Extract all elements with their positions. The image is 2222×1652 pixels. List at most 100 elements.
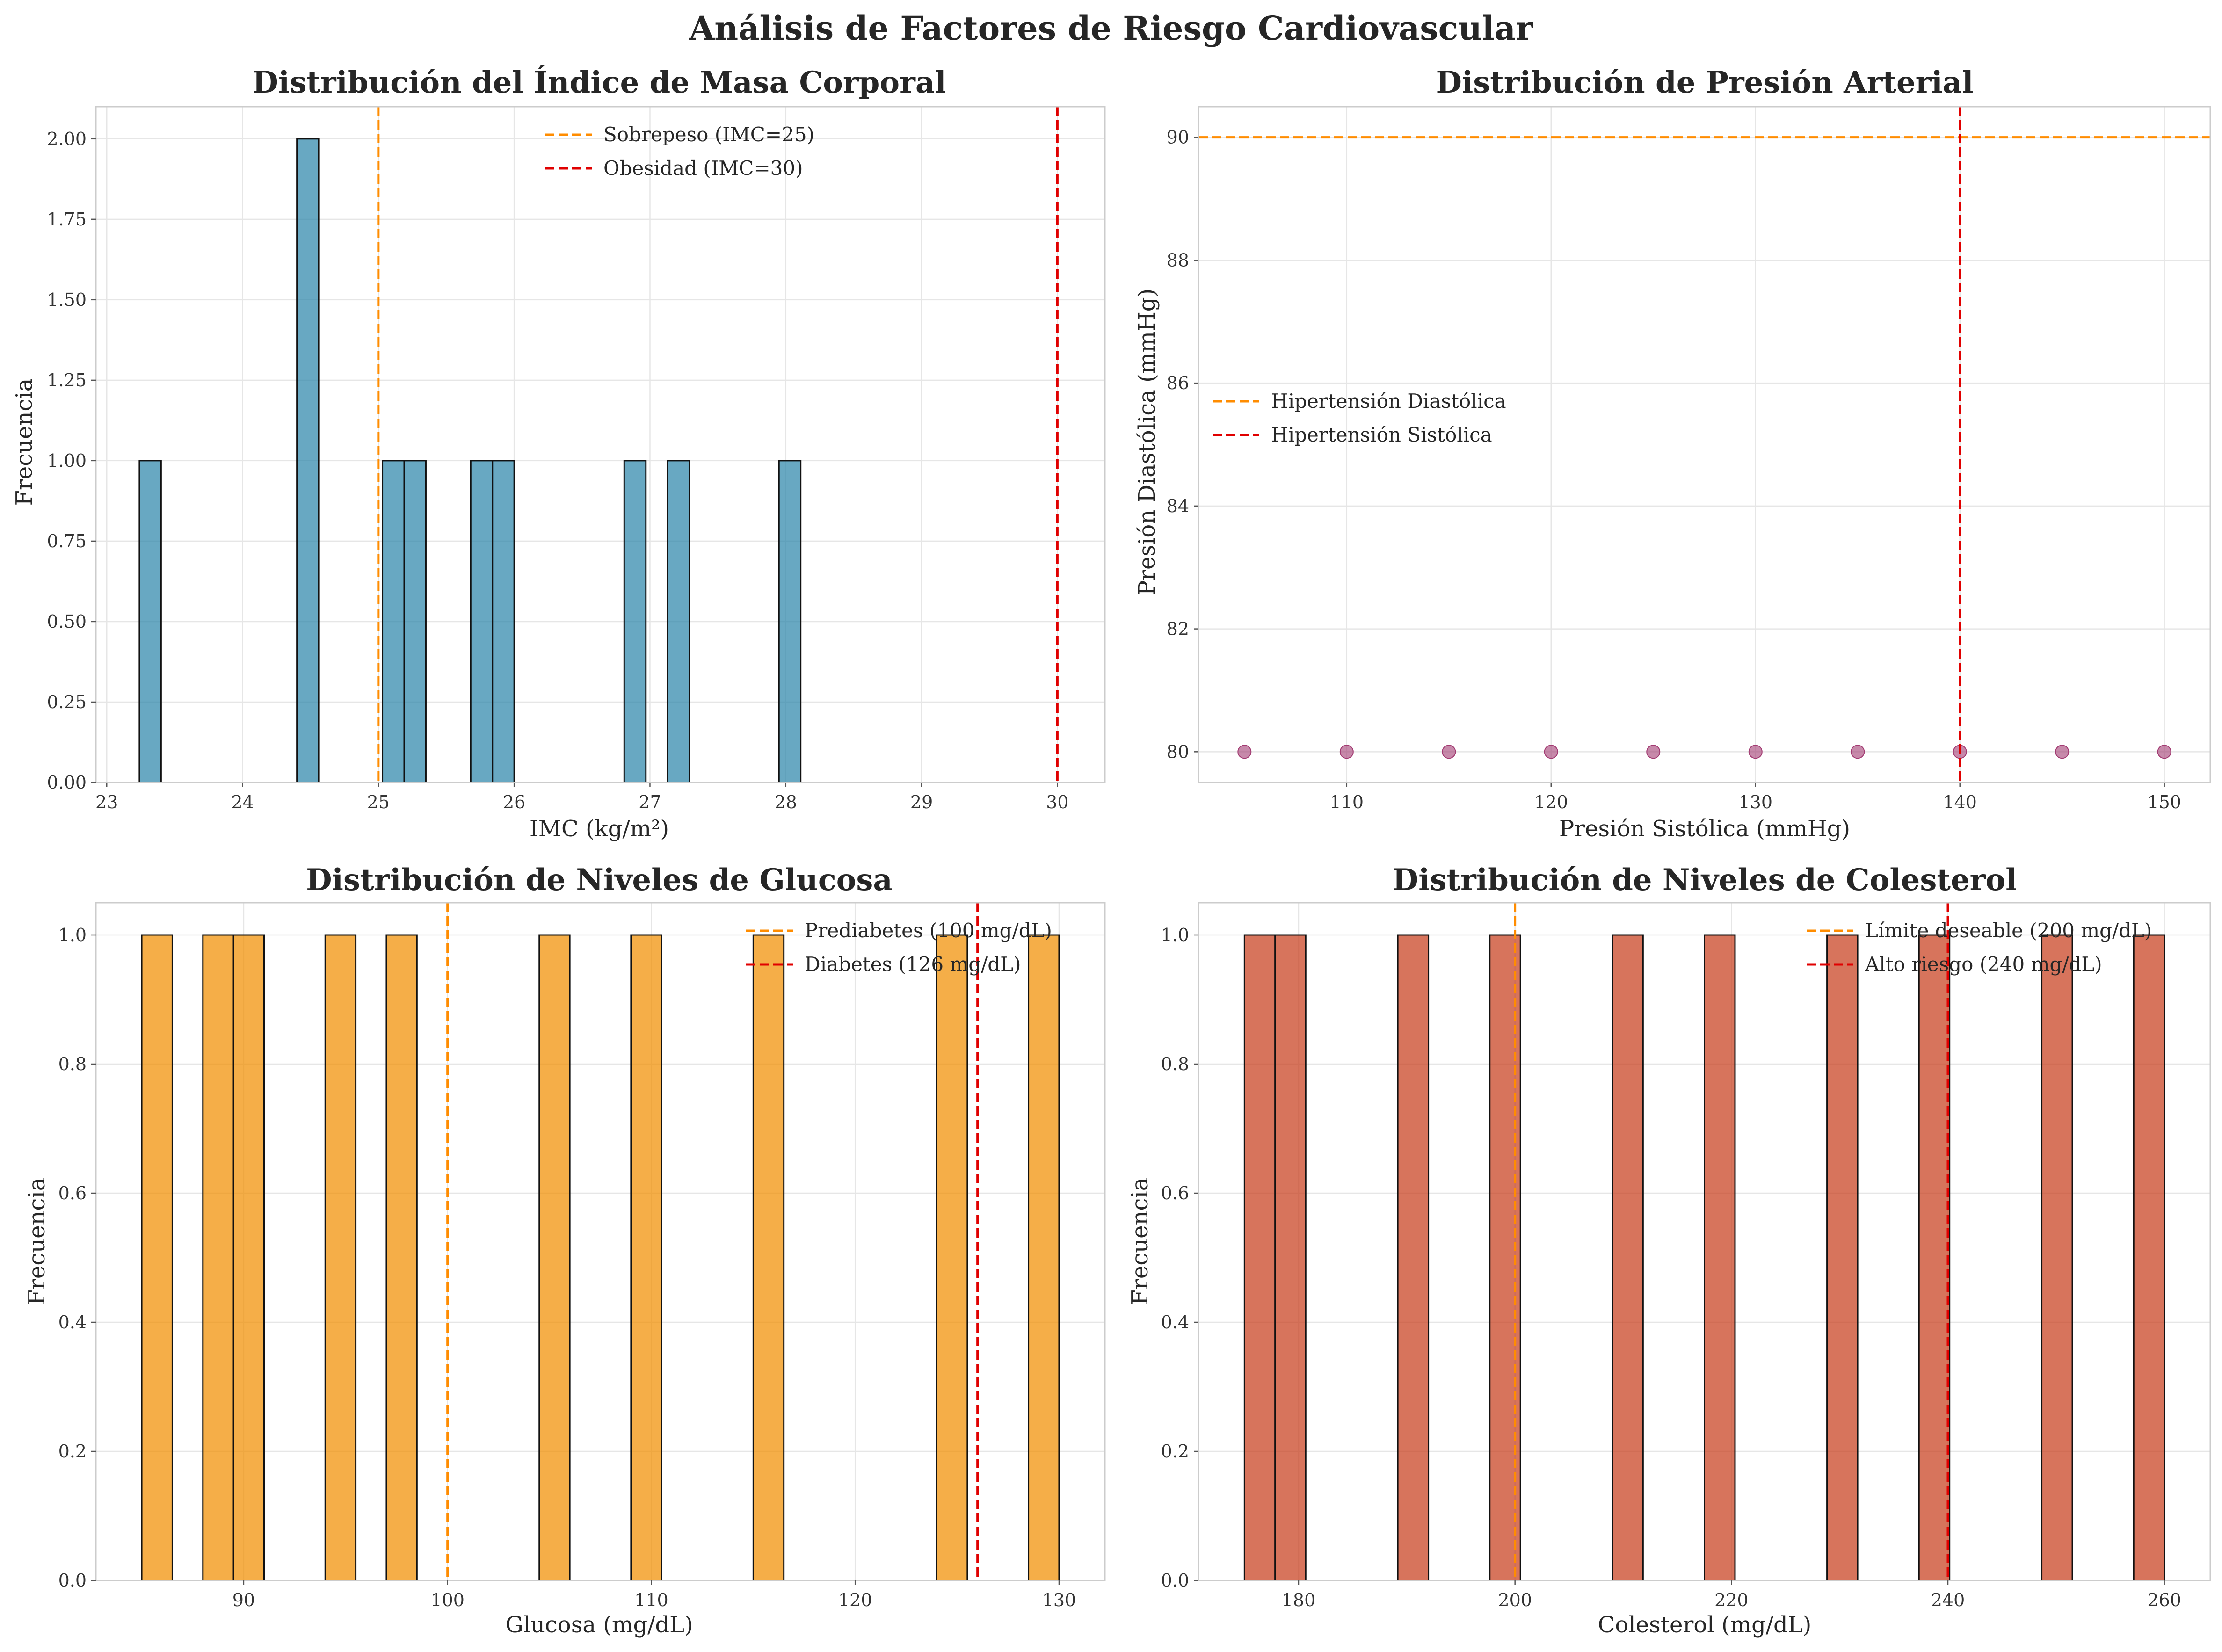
histogram-bar xyxy=(630,934,662,1581)
histogram-bar xyxy=(2133,934,2165,1581)
x-tick-label: 240 xyxy=(1931,1590,1965,1610)
legend: Hipertensión Diastólica Hipertensión Sist… xyxy=(1213,390,1506,446)
x-axis-label: IMC (kg/m²) xyxy=(530,816,669,842)
panel-title: Distribución de Niveles de Colesterol xyxy=(1393,862,2017,898)
y-axis-label: Presión Diastólica (mmHg) xyxy=(1134,289,1160,596)
y-tick-label: 1.75 xyxy=(47,209,87,230)
panel-title: Distribución del Índice de Masa Corporal xyxy=(252,65,946,100)
scatter-point xyxy=(2157,745,2171,759)
x-tick-label: 150 xyxy=(2147,792,2181,812)
x-tick-label: 26 xyxy=(503,792,525,812)
histogram-bar xyxy=(138,460,162,783)
axes-frame xyxy=(1198,106,2211,783)
x-axis-label: Glucosa (mg/dL) xyxy=(505,1612,693,1638)
y-tick-label: 1.00 xyxy=(47,450,87,471)
histogram-bar xyxy=(1704,934,1736,1581)
scatter-point xyxy=(1339,745,1354,759)
scatter-point xyxy=(1237,745,1252,759)
y-tick-label: 0.2 xyxy=(1161,1441,1189,1462)
y-tick-label: 1.0 xyxy=(58,925,87,945)
y-tick-label: 0.00 xyxy=(47,772,87,793)
legend-label: Diabetes (126 mg/dL) xyxy=(805,953,1021,976)
scatter-point xyxy=(1851,745,1865,759)
legend-label: Obesidad (IMC=30) xyxy=(603,157,803,180)
legend-label: Hipertensión Sistólica xyxy=(1271,423,1492,446)
panel-title: Distribución de Niveles de Glucosa xyxy=(306,862,893,898)
histogram-bar xyxy=(1028,934,1060,1581)
x-tick-label: 130 xyxy=(1042,1590,1076,1610)
histogram-bar xyxy=(778,460,802,783)
y-axis-label: Frecuencia xyxy=(1127,1178,1153,1305)
y-tick-label: 0.25 xyxy=(47,692,87,712)
histogram-bar xyxy=(382,460,405,783)
scatter-point xyxy=(2055,745,2070,759)
histogram-bar xyxy=(1243,934,1276,1581)
panel-cholesterol-histogram: Distribución de Niveles de Colesterol Co… xyxy=(1127,862,2211,1638)
x-tick-label: 27 xyxy=(639,792,661,812)
histogram-bar xyxy=(1397,934,1430,1581)
y-tick-label: 82 xyxy=(1167,619,1189,639)
x-tick-label: 140 xyxy=(1943,792,1977,812)
x-tick-label: 110 xyxy=(634,1590,668,1610)
axes-frame xyxy=(95,106,1106,783)
scatter-point xyxy=(1748,745,1763,759)
y-tick-label: 88 xyxy=(1167,250,1189,270)
x-tick-label: 120 xyxy=(1534,792,1568,812)
histogram-bar xyxy=(1918,934,1951,1581)
scatter-point xyxy=(1646,745,1661,759)
x-tick-label: 25 xyxy=(367,792,390,812)
histogram-bar xyxy=(623,460,647,783)
legend: Prediabetes (100 mg/dL) Diabetes (126 mg/… xyxy=(746,919,1052,976)
histogram-bar xyxy=(403,460,427,783)
y-tick-label: 1.25 xyxy=(47,370,87,391)
y-tick-label: 2.00 xyxy=(47,129,87,149)
scatter-point xyxy=(1442,745,1456,759)
x-tick-label: 200 xyxy=(1498,1590,1532,1610)
legend: Límite deseable (200 mg/dL) Alto riesgo (… xyxy=(1807,919,2152,976)
x-tick-label: 28 xyxy=(775,792,797,812)
x-tick-label: 180 xyxy=(1282,1590,1316,1610)
x-tick-label: 23 xyxy=(95,792,118,812)
plot-area xyxy=(1198,107,2210,783)
histogram-bar xyxy=(232,934,265,1581)
x-tick-label: 30 xyxy=(1046,792,1068,812)
y-tick-label: 1.0 xyxy=(1161,925,1189,945)
scatter-point xyxy=(1544,745,1558,759)
x-tick-label: 220 xyxy=(1714,1590,1749,1610)
y-tick-label: 1.50 xyxy=(47,290,87,310)
panel-title: Distribución de Presión Arterial xyxy=(1436,65,1973,100)
x-tick-label: 260 xyxy=(2147,1590,2181,1610)
y-axis-label: Frecuencia xyxy=(11,378,37,506)
figure-suptitle: Análisis de Factores de Riesgo Cardiovas… xyxy=(689,9,1533,48)
y-tick-label: 90 xyxy=(1167,127,1189,148)
x-tick-label: 100 xyxy=(430,1590,465,1610)
y-axis-label: Frecuencia xyxy=(24,1178,50,1305)
x-tick-label: 29 xyxy=(910,792,933,812)
histogram-bar xyxy=(1612,934,1644,1581)
histogram-bar xyxy=(202,934,234,1581)
plot-area xyxy=(96,107,1105,783)
x-tick-label: 130 xyxy=(1738,792,1772,812)
histogram-bar xyxy=(1274,934,1307,1581)
histogram-bar xyxy=(1826,934,1859,1581)
y-tick-label: 0.75 xyxy=(47,531,87,551)
panel-bmi-histogram: Distribución del Índice de Masa Corporal… xyxy=(11,65,1106,842)
y-tick-label: 84 xyxy=(1167,496,1189,516)
histogram-bar xyxy=(324,934,357,1581)
x-tick-label: 110 xyxy=(1330,792,1364,812)
y-tick-label: 0.2 xyxy=(58,1441,87,1462)
panel-blood-pressure-scatter: Distribución de Presión Arterial Presión… xyxy=(1134,65,2211,842)
histogram-bar xyxy=(752,934,785,1581)
y-tick-label: 0.4 xyxy=(1161,1312,1189,1333)
histogram-bar xyxy=(141,934,173,1581)
histogram-bar xyxy=(385,934,418,1581)
histogram-bar xyxy=(2041,934,2073,1581)
legend-label: Hipertensión Diastólica xyxy=(1271,390,1506,413)
y-tick-label: 0.0 xyxy=(1161,1570,1189,1591)
legend-label: Alto riesgo (240 mg/dL) xyxy=(1865,953,2102,976)
y-tick-label: 86 xyxy=(1167,373,1189,393)
y-tick-label: 0.8 xyxy=(1161,1054,1189,1074)
axes-frame xyxy=(1198,902,2211,1581)
x-tick-label: 120 xyxy=(838,1590,872,1610)
y-tick-label: 0.8 xyxy=(58,1054,87,1074)
